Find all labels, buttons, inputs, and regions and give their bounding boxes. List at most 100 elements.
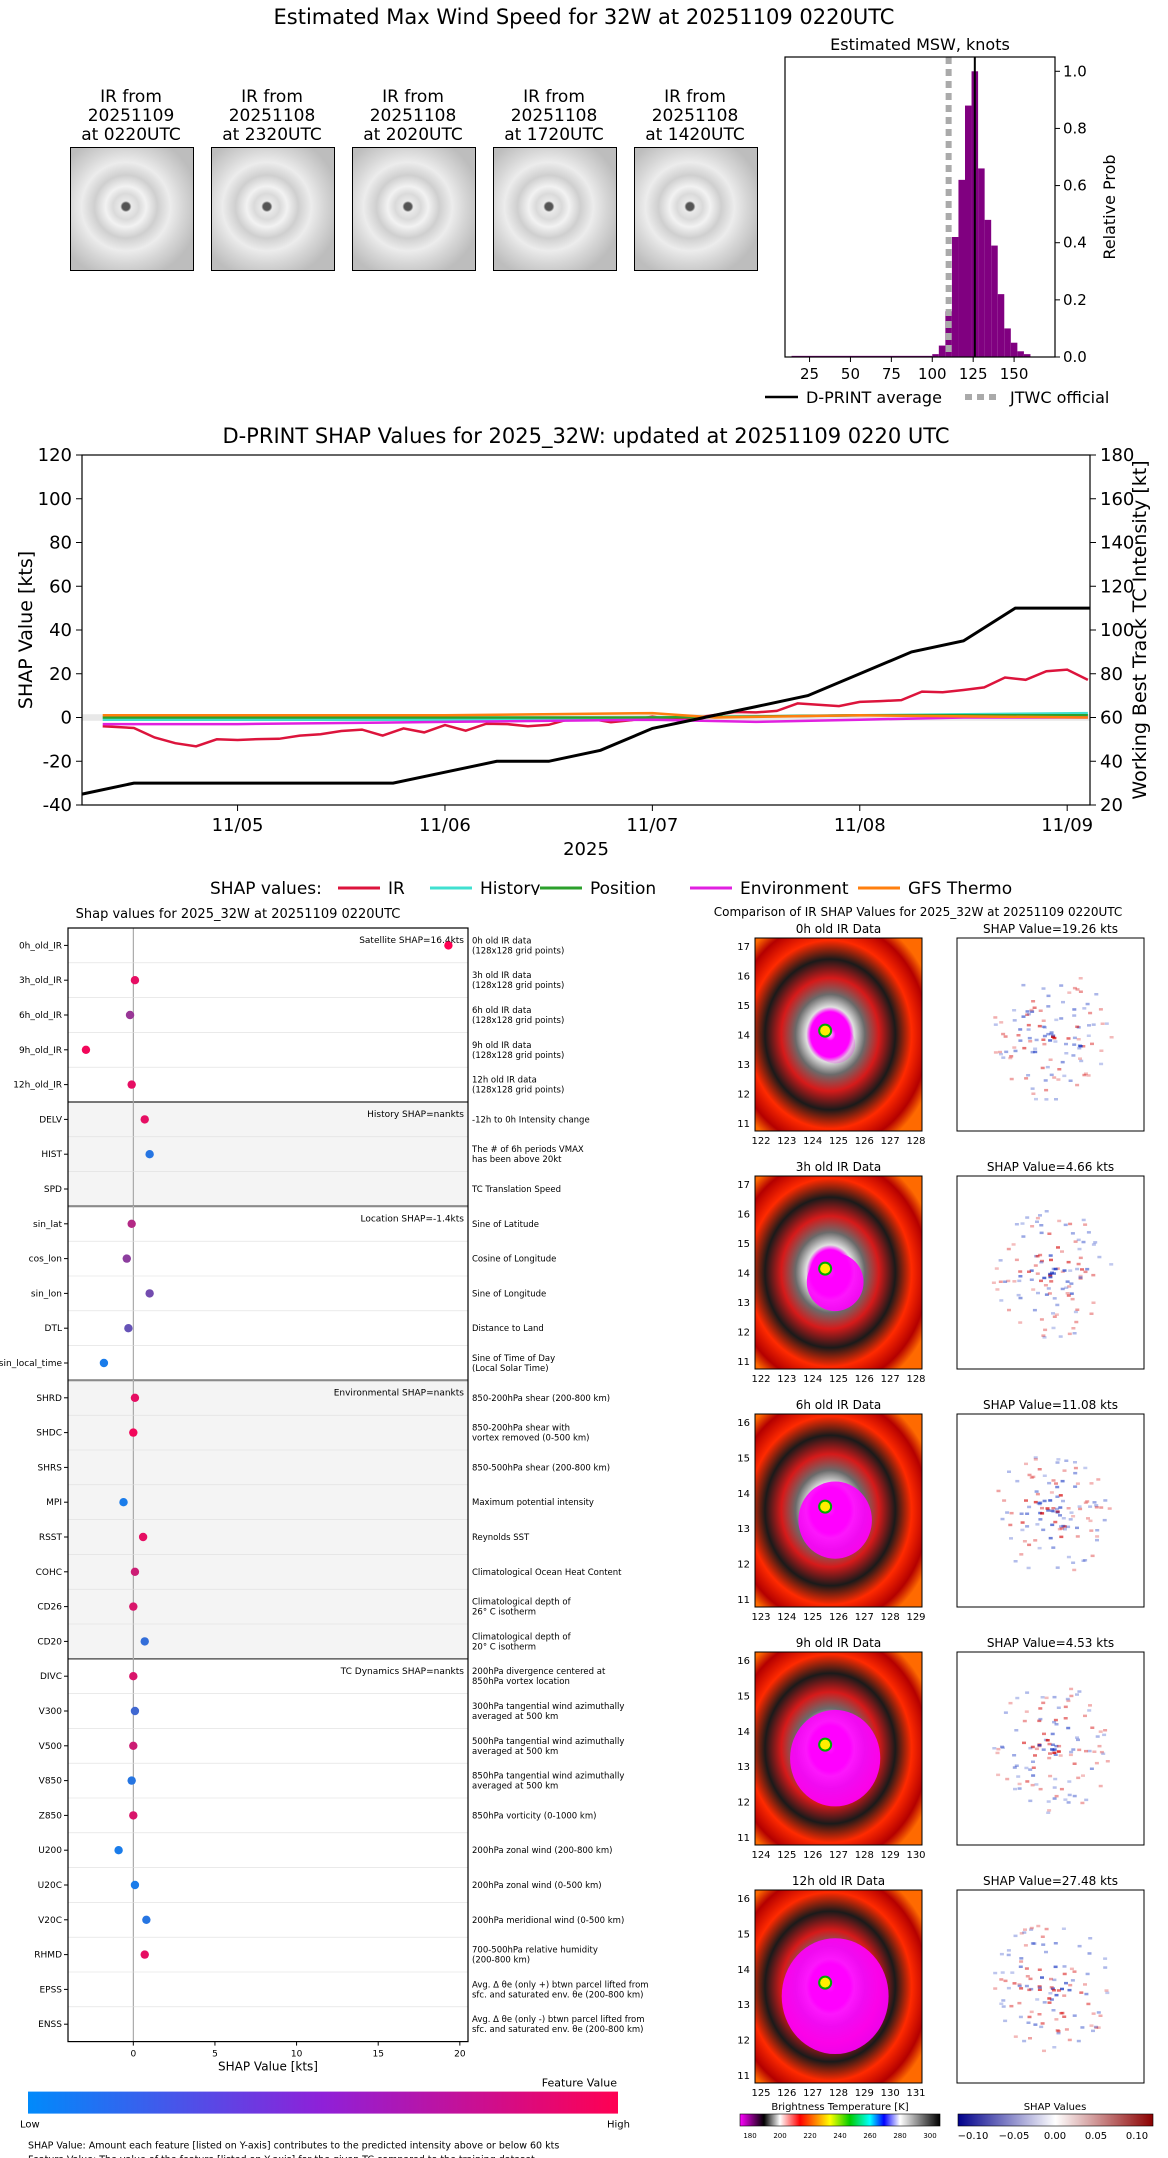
shap-cell bbox=[1001, 2005, 1006, 2008]
feature-name: RHMD bbox=[34, 1951, 62, 1961]
shap-cell bbox=[1098, 1784, 1103, 1788]
ir-panel-title: 6h old IR Data bbox=[796, 1398, 882, 1412]
shap-cell bbox=[1022, 2039, 1027, 2043]
shap-cell bbox=[1057, 1744, 1062, 1748]
shap-cell bbox=[1037, 1986, 1042, 1989]
shap-cell bbox=[993, 1023, 998, 1026]
shap-cell bbox=[994, 1267, 999, 1270]
ir-thumbnail-image bbox=[352, 147, 476, 271]
shap-cell bbox=[1080, 2026, 1085, 2029]
shap-cell bbox=[1075, 1482, 1080, 1485]
legend-jtwc-label: JTWC official bbox=[1009, 388, 1109, 407]
shap-cell bbox=[1031, 1000, 1036, 1003]
shap-cell bbox=[1073, 1310, 1078, 1314]
feature-name: 0h_old_IR bbox=[19, 941, 62, 951]
shap-cell bbox=[1099, 1506, 1104, 1509]
histogram-bar bbox=[965, 105, 972, 357]
shap-cell bbox=[1038, 1009, 1043, 1012]
shap-cell bbox=[1056, 1246, 1060, 1249]
feature-value-colorbar bbox=[28, 2091, 618, 2114]
legend-prefix: SHAP values: bbox=[210, 879, 322, 895]
shap-cell bbox=[1056, 2031, 1061, 2035]
shap-cell bbox=[1099, 1062, 1104, 1066]
shap-cell bbox=[1054, 1482, 1058, 1485]
shap-cell bbox=[1069, 1687, 1074, 1691]
shap-cell bbox=[1034, 1038, 1039, 1042]
shap-cell bbox=[1102, 1733, 1107, 1737]
shap-cell bbox=[1022, 1540, 1027, 1543]
ir-cold-cloud bbox=[806, 1253, 864, 1312]
shap-cell bbox=[1006, 1279, 1011, 1283]
feature-point bbox=[114, 1846, 123, 1855]
feature-point bbox=[130, 1706, 140, 1716]
shap-cell bbox=[1052, 1978, 1057, 1982]
shap-cell bbox=[1092, 1750, 1097, 1753]
shap-cell bbox=[1073, 1461, 1077, 1464]
ir-x-tick-label: 122 bbox=[751, 1374, 770, 1385]
shap-cell bbox=[1097, 1255, 1102, 1259]
group-label: Satellite SHAP=16.4kts bbox=[359, 936, 464, 946]
scatter-title: Shap values for 2025_32W at 20251109 022… bbox=[76, 907, 401, 922]
shap-cell bbox=[999, 1021, 1004, 1024]
shap-cell bbox=[1027, 1988, 1032, 1992]
feature-desc: averaged at 500 km bbox=[472, 1782, 558, 1792]
feature-name: sin_lat bbox=[33, 1220, 62, 1230]
feature-name: sin_lon bbox=[31, 1289, 62, 1299]
shap-cell bbox=[1024, 1077, 1029, 1080]
ir-x-tick-label: 124 bbox=[803, 1136, 822, 1147]
timeseries-ylabel: SHAP Value [kts] bbox=[15, 551, 37, 709]
shap-cell bbox=[1066, 1260, 1071, 1264]
feature-name: CD20 bbox=[37, 1637, 62, 1647]
ir-y-tick-label: 16 bbox=[737, 1894, 750, 1905]
ir-x-tick-label: 126 bbox=[803, 1850, 822, 1861]
shap-cell bbox=[1060, 1060, 1065, 1064]
shap-cell bbox=[1003, 1979, 1008, 1983]
shap-cell bbox=[1040, 1259, 1044, 1263]
group-label: Location SHAP=-1.4kts bbox=[360, 1214, 464, 1224]
shap-cell bbox=[1064, 2028, 1069, 2031]
shap-cell bbox=[1058, 1754, 1063, 1757]
shap-cell bbox=[1055, 2029, 1060, 2032]
ir-cold-cloud bbox=[790, 1709, 881, 1807]
shap-cell bbox=[1031, 1092, 1036, 1095]
shap-cell bbox=[998, 1280, 1003, 1283]
feature-desc: 26° C isotherm bbox=[472, 1608, 536, 1618]
shap-cell bbox=[1054, 2018, 1059, 2021]
shap-cell bbox=[1055, 1495, 1060, 1498]
shap-cell bbox=[1029, 1476, 1034, 1479]
ir-y-tick-label: 15 bbox=[737, 1239, 750, 1250]
shap-cell bbox=[1042, 1026, 1047, 1029]
ir-eye bbox=[818, 1261, 833, 1276]
shap-cell bbox=[1077, 1247, 1082, 1251]
shap-cell bbox=[1059, 2012, 1064, 2015]
shap-cell bbox=[1001, 1999, 1006, 2002]
feature-name: SHDC bbox=[36, 1429, 62, 1439]
x-tick-label: 15 bbox=[372, 2050, 383, 2060]
shap-cell bbox=[1039, 1224, 1044, 1227]
shap-cell bbox=[1050, 1743, 1055, 1746]
feature-name: EPSS bbox=[39, 1985, 62, 1995]
feature-name: DELV bbox=[39, 1115, 63, 1125]
shap-cell bbox=[1006, 1953, 1011, 1957]
shap-cell bbox=[1086, 1231, 1091, 1234]
histogram-bar bbox=[1017, 351, 1024, 357]
shap-cell bbox=[1078, 1256, 1083, 1260]
shap-cell bbox=[1086, 1034, 1091, 1037]
ir-y-tick-label: 14 bbox=[737, 1965, 750, 1976]
shap-cell bbox=[1054, 1794, 1059, 1798]
ir-panel-title: 3h old IR Data bbox=[796, 1160, 882, 1174]
shap-cell bbox=[1023, 1944, 1028, 1947]
y-tick-label: 0.4 bbox=[1063, 234, 1087, 252]
bt-colorbar-tick: 200 bbox=[773, 2132, 786, 2140]
ir-panel-title: 0h old IR Data bbox=[796, 922, 882, 936]
ir-thumbnail-title: IR from 20251108 at 2320UTC bbox=[222, 87, 322, 145]
shap-cell bbox=[1042, 2001, 1047, 2004]
shap-cell bbox=[1104, 1989, 1109, 1992]
shap-cell bbox=[1092, 1501, 1097, 1504]
feature-desc: 700-500hPa relative humidity bbox=[472, 1946, 598, 1956]
shap-cell bbox=[1007, 1308, 1011, 1312]
shap-cell bbox=[1040, 1935, 1045, 1938]
feature-desc: (128x128 grid points) bbox=[472, 1086, 564, 1096]
shap-cell bbox=[1056, 1989, 1061, 1992]
shap-cell bbox=[1050, 1748, 1055, 1751]
